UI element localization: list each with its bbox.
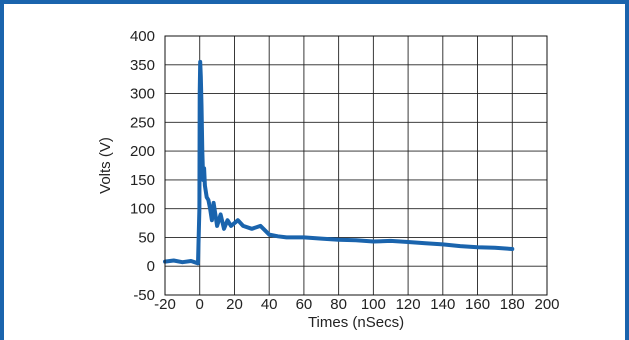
y-tick-label: 150 — [130, 172, 155, 189]
x-tick-label: 120 — [396, 296, 421, 313]
y-tick-label: 350 — [130, 57, 155, 74]
x-tick-label: 200 — [534, 296, 559, 313]
x-tick-label: 40 — [261, 296, 278, 313]
x-tick-label: 0 — [196, 296, 204, 313]
plot-border — [164, 35, 548, 296]
x-tick-label: 60 — [296, 296, 313, 313]
series-layer — [163, 59, 515, 266]
x-tick-label: 140 — [430, 296, 455, 313]
y-tick-label: -50 — [133, 287, 155, 304]
y-tick-label: 50 — [138, 229, 155, 246]
x-tick-label: 100 — [361, 296, 386, 313]
x-tick-label: 20 — [226, 296, 243, 313]
x-tick-label: 80 — [330, 296, 347, 313]
y-axis-label: Volts (V) — [97, 137, 114, 194]
y-tick-label: 0 — [147, 258, 155, 275]
tick-labels: -20 0 20 40 60 80 100 120 140 160 180 200 -50 0 50 100 1… — [130, 28, 560, 313]
y-tick-label: 400 — [130, 28, 155, 45]
series-line — [163, 59, 515, 266]
grid-layer — [165, 36, 547, 295]
x-tick-label: 160 — [465, 296, 490, 313]
y-tick-label: 200 — [130, 143, 155, 160]
x-tick-label: -20 — [154, 296, 176, 313]
x-tick-label: 180 — [500, 296, 525, 313]
y-tick-label: 250 — [130, 114, 155, 131]
y-tick-label: 100 — [130, 201, 155, 218]
y-tick-label: 300 — [130, 86, 155, 103]
x-axis-label: Times (nSecs) — [308, 314, 404, 331]
